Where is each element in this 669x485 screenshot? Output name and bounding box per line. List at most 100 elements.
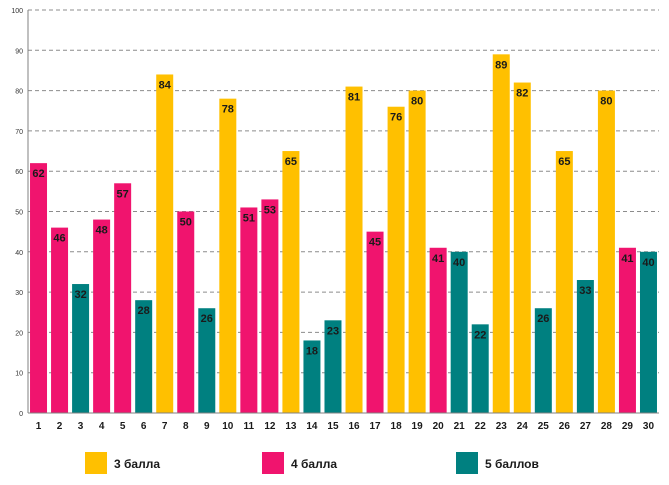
x-tick-label: 11 (244, 421, 255, 432)
bar-29 (618, 247, 636, 413)
x-tick-label: 10 (222, 421, 234, 432)
x-tick-label: 18 (391, 421, 403, 432)
x-tick-label: 9 (204, 421, 210, 432)
x-tick-label: 17 (369, 421, 381, 432)
x-tick-label: 30 (643, 421, 655, 432)
y-tick-label: 70 (15, 129, 23, 136)
legend-swatch (262, 452, 284, 474)
x-tick-label: 20 (433, 421, 445, 432)
y-tick-label: 50 (15, 210, 23, 217)
data-label: 81 (348, 92, 360, 104)
bar-21 (450, 251, 468, 413)
grid-layer (28, 9, 659, 374)
bar-26 (555, 151, 573, 414)
data-label: 62 (32, 168, 44, 180)
data-label: 26 (201, 313, 213, 325)
data-label: 40 (453, 257, 465, 269)
data-label: 78 (222, 104, 234, 116)
x-tick-label: 21 (454, 421, 466, 432)
data-label: 41 (621, 253, 633, 265)
bar-8 (177, 211, 195, 413)
x-tick-label: 14 (306, 421, 318, 432)
legend-label: 3 балла (114, 457, 160, 471)
data-label: 65 (285, 156, 297, 168)
x-tick-label: 26 (559, 421, 571, 432)
bar-24 (513, 82, 531, 413)
x-tick-label: 24 (517, 421, 529, 432)
bar-28 (597, 90, 615, 413)
data-label: 33 (579, 285, 591, 297)
bar-3 (72, 284, 90, 413)
x-tick-label: 12 (264, 421, 276, 432)
bars-layer (30, 54, 657, 414)
bar-15 (324, 320, 342, 413)
y-tick-label: 20 (15, 330, 23, 337)
bar-30 (639, 251, 657, 413)
data-label: 82 (516, 88, 528, 100)
data-label: 22 (474, 329, 486, 341)
data-label: 51 (243, 212, 255, 224)
bar-22 (471, 324, 489, 413)
y-tick-label: 100 (11, 8, 23, 15)
data-label: 41 (432, 253, 444, 265)
y-tick-label: 0 (19, 411, 23, 418)
bar-17 (366, 231, 384, 413)
bar-14 (303, 340, 321, 413)
x-tick-label: 4 (99, 421, 105, 432)
bar-23 (492, 54, 510, 414)
x-tick-label: 6 (141, 421, 147, 432)
bar-4 (93, 219, 111, 413)
bar-20 (429, 247, 447, 413)
x-tick-label: 16 (348, 421, 360, 432)
bar-10 (219, 98, 237, 413)
bar-19 (408, 90, 426, 413)
data-label: 28 (138, 305, 150, 317)
data-label: 80 (411, 96, 423, 108)
bar-5 (114, 183, 132, 413)
data-label: 45 (369, 237, 381, 249)
legend-swatch (85, 452, 107, 474)
x-tick-label: 22 (475, 421, 487, 432)
data-label: 50 (180, 217, 192, 229)
bar-11 (240, 207, 258, 413)
x-tick-label: 1 (36, 421, 42, 432)
x-tick-label: 15 (327, 421, 339, 432)
y-tick-label: 10 (15, 371, 23, 378)
y-tick-label: 40 (15, 250, 23, 257)
data-label: 65 (558, 156, 570, 168)
legend-swatch (456, 452, 478, 474)
data-label: 76 (390, 112, 402, 124)
bar-2 (51, 227, 69, 413)
bar-7 (156, 74, 174, 413)
x-tick-label: 3 (78, 421, 84, 432)
data-label: 48 (95, 225, 107, 237)
x-tick-label: 25 (538, 421, 550, 432)
x-tick-label: 8 (183, 421, 189, 432)
data-label: 18 (306, 345, 318, 357)
x-tick-label: 7 (162, 421, 168, 432)
bar-13 (282, 151, 300, 414)
data-label: 89 (495, 59, 507, 71)
bar-1 (30, 163, 48, 413)
y-tick-label: 80 (15, 89, 23, 96)
legend: 3 балла 4 балла 5 баллов (85, 452, 539, 474)
y-tick-label: 30 (15, 290, 23, 297)
data-label: 23 (327, 325, 339, 337)
x-tick-label: 5 (120, 421, 126, 432)
y-tick-label: 60 (15, 169, 23, 176)
data-label: 57 (117, 188, 129, 200)
data-label: 26 (537, 313, 549, 325)
legend-item: 3 балла (85, 452, 160, 474)
data-label: 53 (264, 204, 276, 216)
data-labels-layer: 62 46 32 48 57 28 84 50 26 78 51 53 65 18 23 81 45 76 80 41… (32, 59, 654, 357)
bar-27 (576, 280, 594, 413)
x-tick-label: 19 (412, 421, 424, 432)
data-label: 40 (642, 257, 654, 269)
bar-25 (534, 308, 552, 413)
x-tick-label: 13 (285, 421, 297, 432)
legend-label: 4 балла (291, 457, 337, 471)
x-tick-label: 28 (601, 421, 613, 432)
